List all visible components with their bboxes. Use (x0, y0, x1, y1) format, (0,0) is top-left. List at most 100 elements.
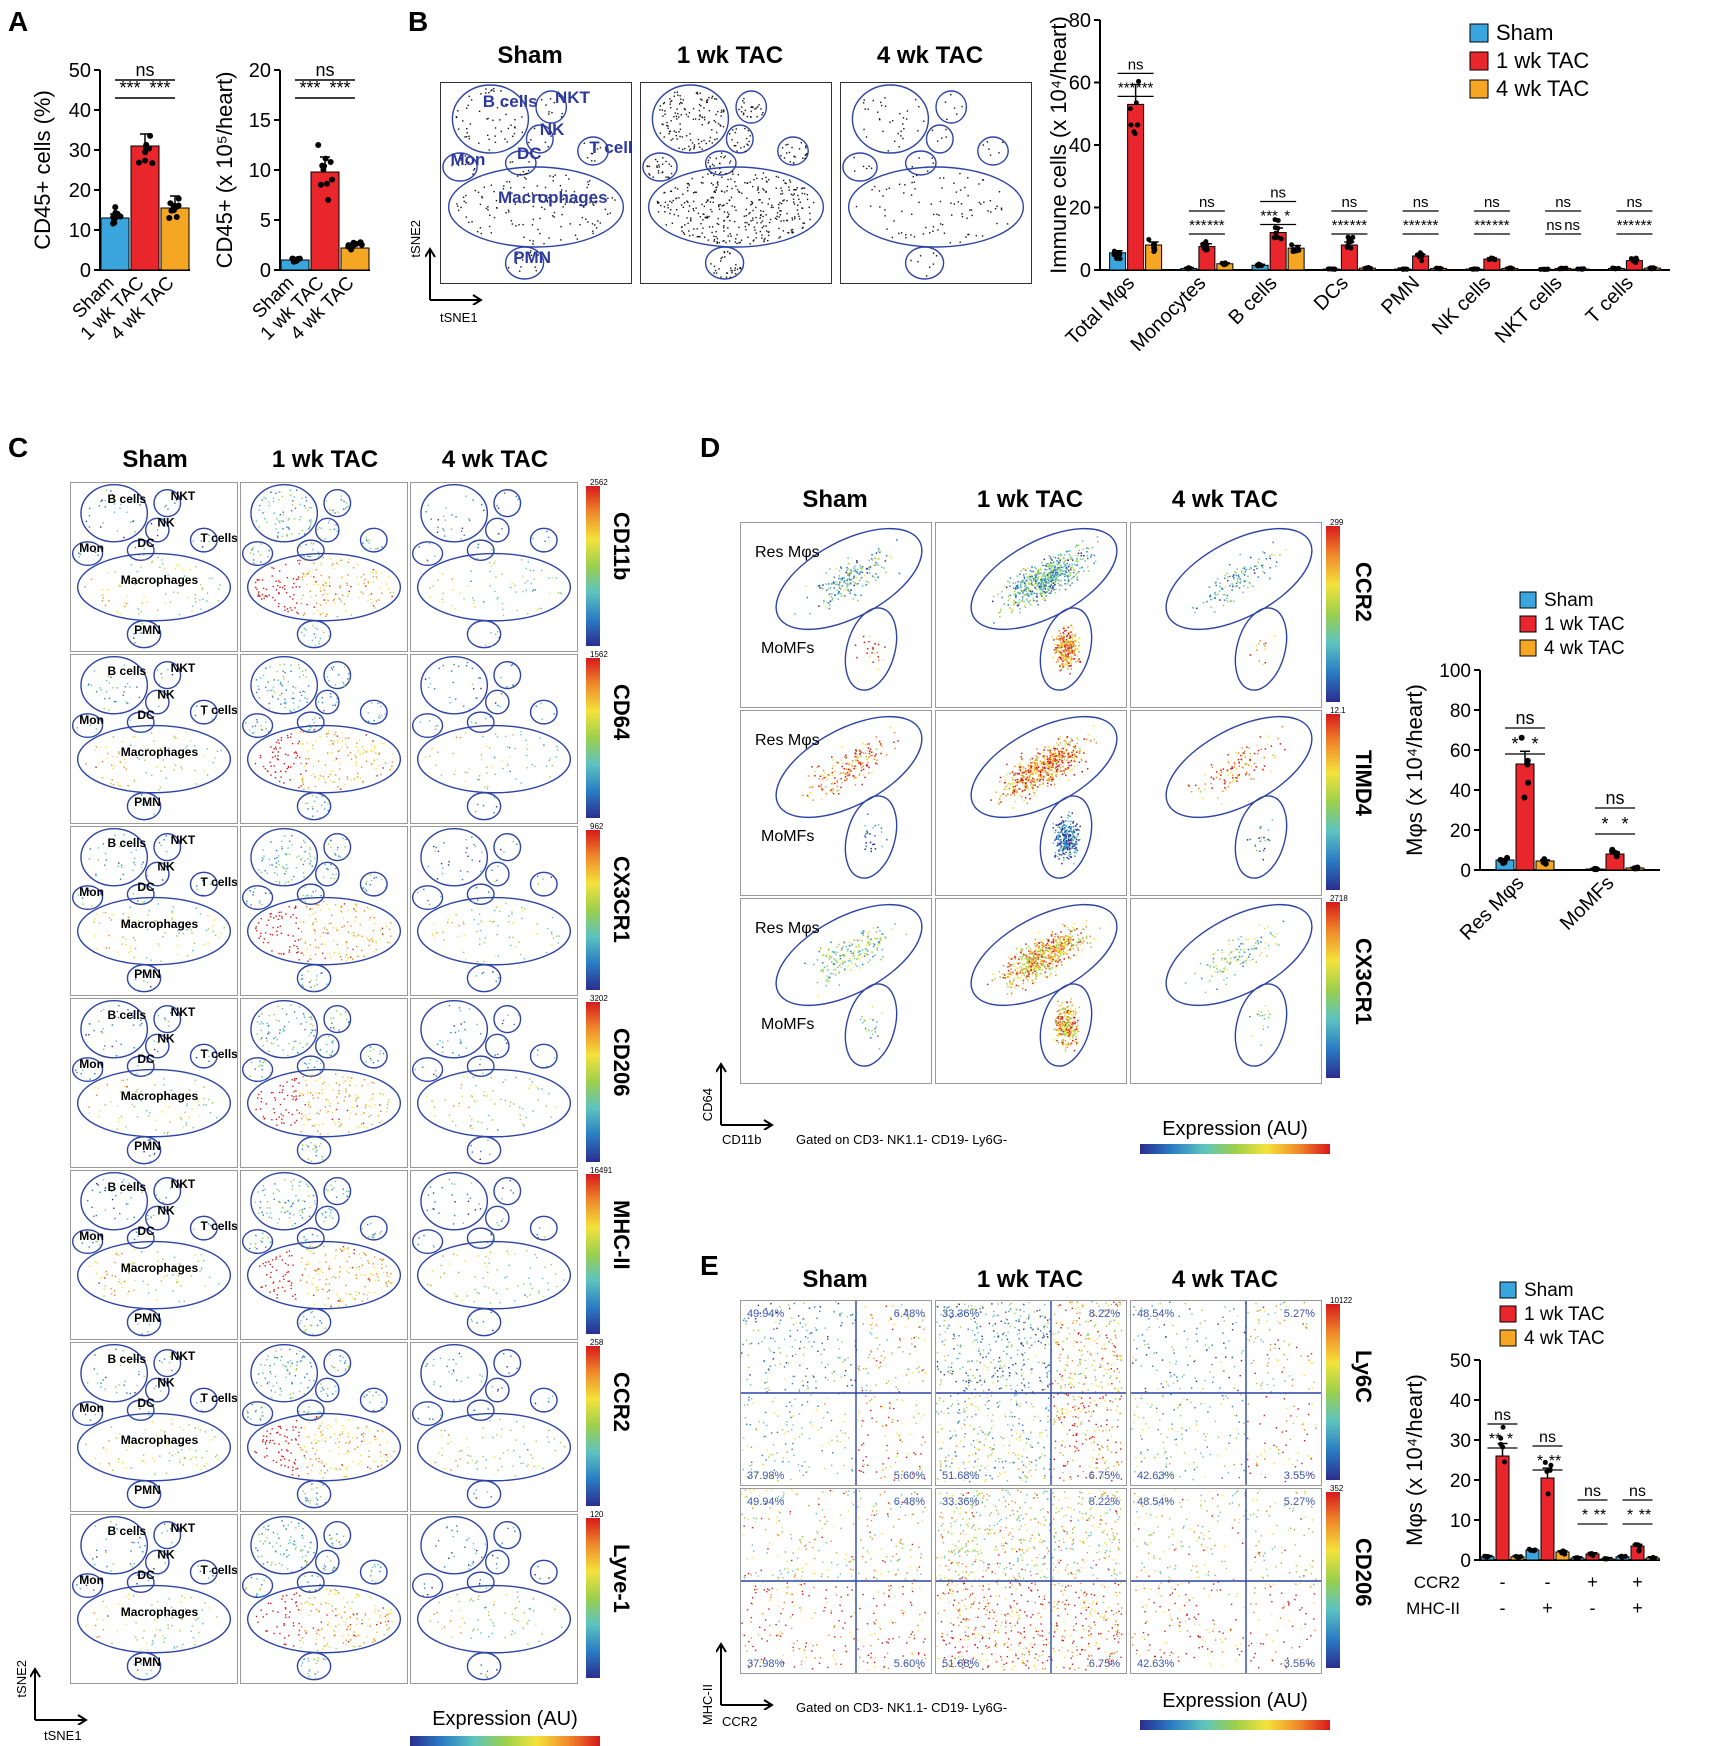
cell-dot (177, 944, 179, 947)
cell-dot (494, 127, 497, 129)
cell-dot (267, 1033, 269, 1035)
cell-dot (252, 553, 255, 555)
cell-dot (525, 589, 527, 592)
cluster-gate (126, 964, 162, 993)
stat-label: * (1511, 734, 1518, 754)
cell-dot (387, 1280, 390, 1282)
cell-dot (500, 693, 503, 695)
cell-dot (765, 180, 768, 182)
cell-dot (295, 905, 297, 907)
legend-swatch (1469, 23, 1489, 43)
cell-dot (301, 1211, 304, 1213)
cell-dot (664, 201, 667, 204)
cell-dot (649, 174, 651, 176)
cell-dot (271, 1119, 273, 1121)
cell-dot (319, 1077, 321, 1079)
cell-dot (351, 958, 354, 960)
cell-dot (293, 944, 295, 947)
cell-dot (585, 203, 588, 205)
cell-dot (275, 492, 277, 494)
cell-dot (264, 595, 266, 597)
cell-dot (736, 141, 739, 144)
cell-dot (293, 752, 296, 754)
cell-dot (314, 627, 317, 629)
cell-dot (386, 1272, 388, 1274)
cell-dot (983, 201, 985, 203)
cluster-gate (126, 1136, 162, 1165)
data-point (317, 181, 324, 188)
cell-dot (265, 1285, 267, 1287)
cell-dot (211, 1102, 214, 1104)
cell-dot (325, 1261, 327, 1263)
cell-dot (150, 959, 152, 961)
cell-dot (104, 1187, 107, 1189)
cell-dot (454, 769, 457, 772)
cell-dot (702, 213, 704, 215)
cell-dot (114, 1217, 116, 1220)
cell-dot (206, 774, 209, 776)
cell-dot (800, 141, 803, 144)
cluster-gate (704, 150, 737, 176)
cell-dot (285, 868, 287, 870)
cell-dot (210, 883, 212, 885)
cell-dot (307, 960, 309, 962)
cell-dot (146, 928, 149, 931)
cell-dot (765, 190, 767, 193)
data-point (1525, 779, 1532, 786)
data-point (1482, 1553, 1488, 1559)
cell-dot (149, 1160, 152, 1162)
cell-dot (460, 1083, 463, 1086)
cell-dot (139, 730, 142, 733)
cell-dot (714, 138, 716, 141)
cell-dot (115, 700, 117, 703)
cluster-gate (777, 136, 809, 166)
cell-dot (540, 702, 542, 704)
cell-dot (329, 744, 331, 746)
cell-dot (293, 697, 295, 700)
cell-dot (734, 241, 737, 243)
cell-dot (459, 1040, 462, 1043)
cell-dot (84, 586, 86, 588)
cell-dot (707, 216, 709, 219)
cell-dot (309, 847, 311, 849)
cell-dot (525, 1116, 527, 1119)
cell-dot (326, 1043, 328, 1046)
cell-dot (300, 762, 302, 765)
cell-dot (162, 1201, 164, 1204)
cluster-gate (466, 964, 502, 993)
stat-label: ns (315, 60, 334, 80)
cell-dot (540, 99, 543, 101)
cell-dot (266, 770, 269, 773)
c-marker-label: CX3CR1 (609, 856, 634, 943)
cell-dot (749, 243, 751, 245)
cell-dot (808, 206, 810, 208)
cell-dot (338, 1030, 340, 1033)
cell-dot (134, 497, 136, 499)
cell-dot (378, 702, 381, 704)
cell-dot (546, 201, 549, 203)
cell-dot (775, 175, 778, 178)
cell-dot (693, 148, 695, 150)
cell-dot (302, 674, 305, 676)
y-tick-label: 20 (1069, 198, 1091, 220)
cell-dot (525, 739, 527, 742)
cell-dot (133, 642, 135, 645)
cell-dot (307, 970, 309, 973)
cell-dot (376, 940, 378, 943)
b-tsne-4wk (840, 82, 1032, 284)
cell-dot (276, 1297, 278, 1299)
cell-dot (311, 718, 314, 721)
cell-dot (262, 1061, 265, 1064)
cell-dot (320, 527, 322, 529)
cell-dot (261, 904, 263, 906)
cell-dot (368, 542, 370, 544)
cell-dot (441, 872, 444, 875)
cell-dot (294, 906, 297, 909)
cell-dot (377, 702, 379, 705)
cell-dot (299, 1214, 302, 1216)
cell-dot (797, 204, 799, 206)
cell-dot (312, 1294, 315, 1297)
cell-dot (302, 1076, 304, 1078)
cell-dot (525, 567, 527, 570)
cell-dot (589, 201, 591, 204)
